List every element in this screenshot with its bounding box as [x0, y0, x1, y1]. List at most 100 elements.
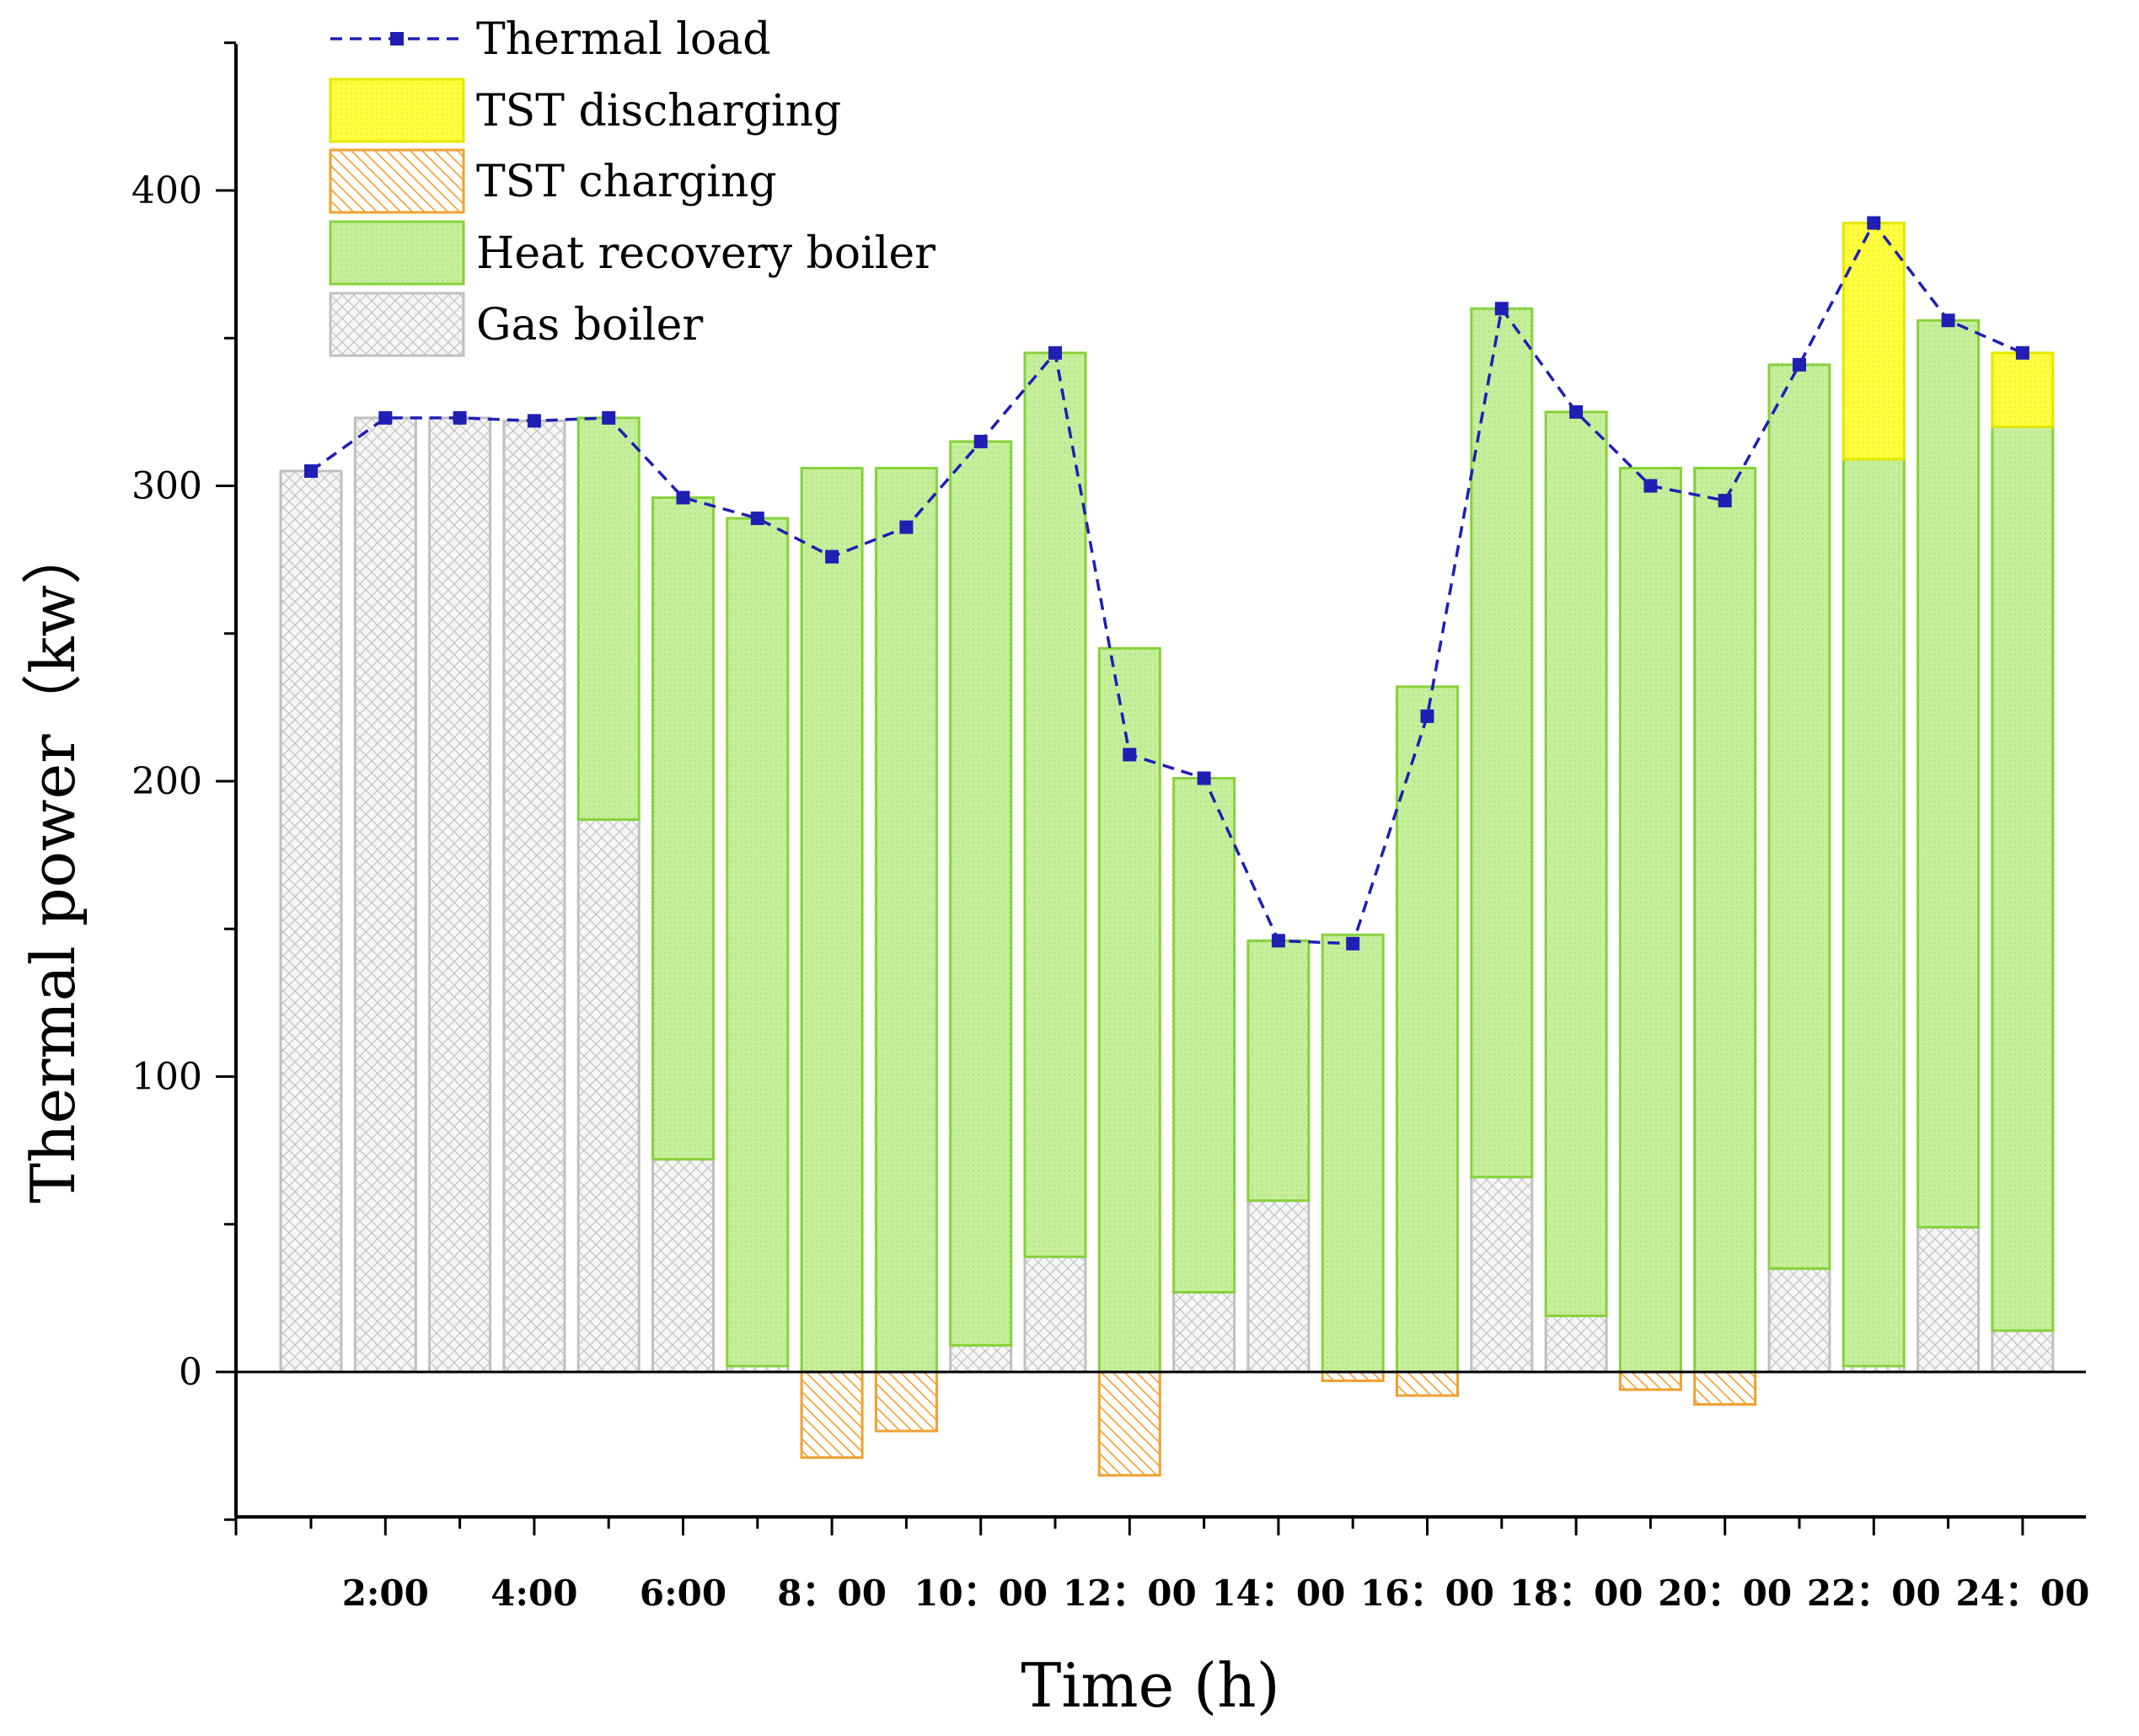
heat-recovery-boiler-bar	[1097, 646, 1161, 1374]
tst-charging-bar	[1321, 1370, 1385, 1383]
legend-label: TST discharging	[476, 86, 841, 137]
tst-charging-bar	[1396, 1370, 1459, 1397]
gas-boiler-bar	[1470, 1176, 1534, 1374]
x-tick-label: 6:00	[640, 1573, 726, 1614]
heat-recovery-boiler-bar	[1470, 307, 1534, 1179]
gas-boiler-bar	[353, 416, 417, 1374]
tst-charging-bar	[800, 1370, 864, 1460]
thermal-load-point	[825, 549, 839, 564]
legend-marker-swatch	[390, 32, 404, 46]
heat-recovery-boiler-bar	[1321, 933, 1385, 1374]
y-tick-label: 400	[131, 169, 202, 212]
x-tick-label: 10：00	[914, 1573, 1048, 1614]
gas-boiler-bar	[1023, 1255, 1087, 1374]
x-tick-label: 16：00	[1360, 1573, 1494, 1614]
heat-recovery-boiler-bar	[1767, 363, 1831, 1270]
x-tick-label: 12：00	[1063, 1573, 1197, 1614]
y-tick-label: 300	[131, 465, 202, 508]
thermal-load-point	[899, 520, 914, 534]
x-tick-label: 4:00	[491, 1573, 577, 1614]
tst-discharging-bar	[1841, 222, 1906, 461]
legend-box-swatch	[329, 220, 465, 286]
thermal-load-point	[378, 410, 393, 425]
heat-recovery-boiler-bar	[1246, 939, 1311, 1203]
thermal-load-point	[602, 410, 616, 425]
tst-charging-bar	[1693, 1370, 1757, 1406]
heat-recovery-boiler-bar	[651, 496, 715, 1161]
thermal-load-line	[309, 220, 2024, 946]
tst-charging-bar	[1618, 1370, 1682, 1391]
thermal-load-point	[1718, 494, 1732, 508]
legend-label: Gas boiler	[476, 300, 703, 351]
heat-recovery-boiler-bar	[1917, 319, 1981, 1229]
gas-boiler-bar	[502, 419, 566, 1374]
heat-recovery-boiler-bar	[1172, 776, 1236, 1294]
legend-box-swatch	[329, 148, 465, 214]
y-tick-label: 0	[179, 1351, 202, 1394]
thermal-load-point	[1420, 709, 1434, 723]
thermal-load-point	[1346, 936, 1360, 951]
thermal-load-point	[1793, 357, 1806, 372]
thermal-load-point	[1867, 216, 1881, 230]
gas-boiler-bar	[1172, 1290, 1236, 1374]
heat-recovery-boiler-bar	[949, 440, 1013, 1347]
heat-recovery-boiler-bar	[576, 416, 641, 822]
heat-recovery-boiler-bar	[1544, 410, 1608, 1317]
thermal-load-point	[1941, 313, 1955, 328]
tst-charging-bar	[874, 1370, 938, 1433]
y-tick-label: 200	[131, 760, 202, 803]
x-tick-label: 14：00	[1211, 1573, 1345, 1614]
thermal-load-point	[304, 463, 318, 478]
bars-layer	[279, 222, 2055, 1477]
heat-recovery-boiler-bar	[1991, 425, 2055, 1332]
x-axis-title: Time (h)	[1021, 1650, 1279, 1721]
gas-boiler-bar	[651, 1158, 715, 1374]
thermal-load-point	[453, 410, 467, 425]
tst-discharging-bar	[1991, 351, 2055, 428]
gas-boiler-bar	[1917, 1225, 1981, 1374]
legend: Thermal load TST discharging TST charging H…	[329, 14, 935, 357]
thermal-load-point	[676, 490, 690, 505]
y-tick-label: 100	[131, 1056, 202, 1099]
gas-boiler-bar	[1991, 1329, 2055, 1374]
tst-charging-bar	[1097, 1370, 1161, 1477]
x-tick-label: 18：00	[1509, 1573, 1643, 1614]
x-ticks: 2:00 4:00 6:00 8：00 10：00 12：00 14：00 16：00 18：0…	[234, 1517, 2089, 1614]
heat-recovery-boiler-bar	[726, 517, 790, 1368]
gas-boiler-bar	[428, 416, 492, 1374]
thermal-load-point	[1123, 747, 1137, 762]
thermal-load-point	[750, 512, 764, 526]
thermal-load-point	[1569, 405, 1584, 419]
x-tick-label: 24：00	[1955, 1573, 2089, 1614]
gas-boiler-bar	[949, 1343, 1013, 1374]
heat-recovery-boiler-bar	[800, 466, 864, 1374]
thermal-load-point	[2015, 346, 2029, 360]
heat-recovery-boiler-bar	[874, 466, 938, 1374]
heat-recovery-boiler-bar	[1396, 685, 1459, 1374]
legend-label: Heat recovery boiler	[476, 228, 935, 279]
legend-label: Thermal load	[476, 14, 771, 65]
x-tick-label: 22：00	[1807, 1573, 1941, 1614]
legend-box-swatch	[329, 292, 465, 357]
thermal-load-point	[1643, 479, 1658, 493]
y-ticks: 0 100 200 300 400	[131, 41, 236, 1521]
thermal-load-point	[1197, 771, 1211, 785]
heat-recovery-boiler-bar	[1841, 458, 1906, 1368]
heat-recovery-boiler-bar	[1023, 351, 1087, 1258]
thermal-load-point	[973, 434, 988, 448]
legend-label: TST charging	[476, 157, 777, 207]
y-axis-title: Thermal power（kw）	[18, 524, 88, 1203]
heat-recovery-boiler-bar	[1618, 466, 1682, 1374]
gas-boiler-bar	[279, 469, 343, 1374]
gas-boiler-bar	[1767, 1267, 1831, 1374]
gas-boiler-bar	[1544, 1314, 1608, 1374]
x-tick-label: 8：00	[777, 1573, 887, 1614]
thermal-load-point	[527, 414, 541, 428]
x-tick-label: 2:00	[342, 1573, 429, 1614]
gas-boiler-bar	[576, 818, 641, 1374]
gas-boiler-bar	[1246, 1199, 1311, 1374]
legend-box-swatch	[329, 78, 465, 143]
heat-recovery-boiler-bar	[1693, 466, 1757, 1374]
thermal-load-line-layer	[304, 216, 2029, 951]
